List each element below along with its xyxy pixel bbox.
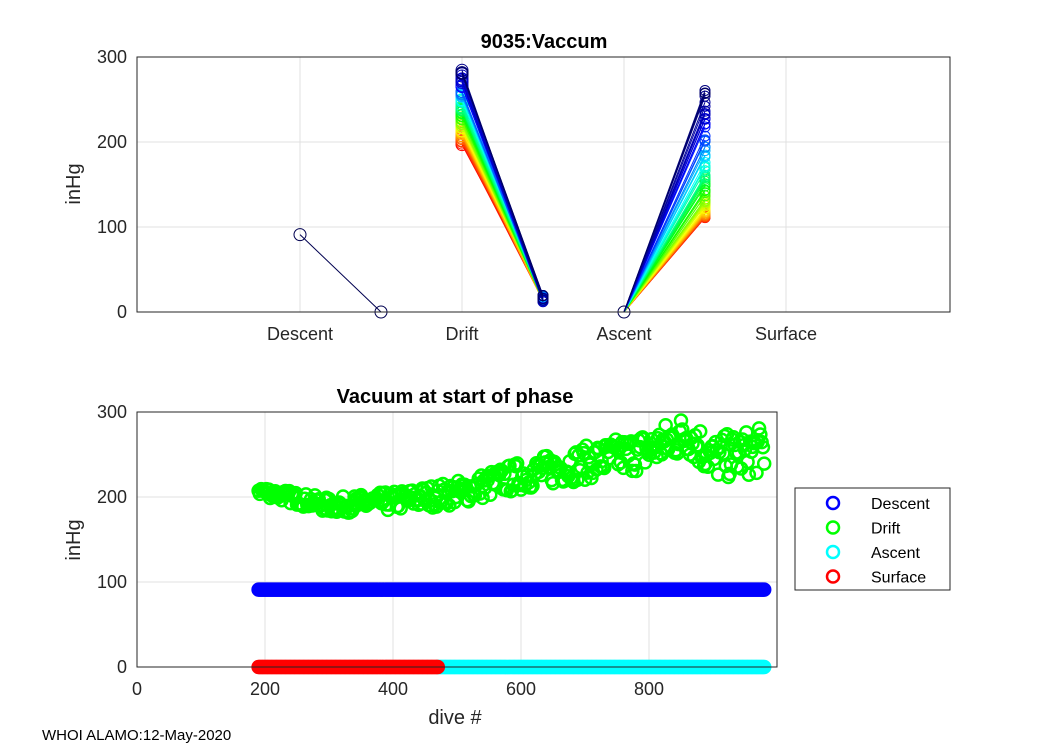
- legend-label-descent: Descent: [871, 496, 930, 513]
- top-x-tick-label: Ascent: [596, 324, 651, 344]
- descent-start-marker: [293, 228, 307, 242]
- drift-line: [461, 80, 544, 302]
- top-x-tick-label: Surface: [755, 324, 817, 344]
- drift-point: [673, 413, 689, 428]
- drift-end-marker: [537, 292, 549, 304]
- top-y-axis-label: inHg: [63, 163, 85, 204]
- legend: Descent Drift Ascent Surface: [794, 487, 951, 591]
- bottom-y-tick-label: 200: [97, 487, 127, 507]
- bottom-x-tick-label: 0: [132, 679, 142, 699]
- drift-point: [741, 467, 757, 482]
- ascent-end-marker: [699, 105, 711, 117]
- ascent-line: [623, 93, 706, 313]
- legend-marker-surface: [825, 569, 841, 584]
- bottom-x-axis-label: dive #: [428, 707, 482, 729]
- legend-label-ascent: Ascent: [871, 545, 920, 562]
- top-x-tick-label: Descent: [267, 324, 333, 344]
- ascent-end-marker: [699, 108, 711, 120]
- bottom-ticks: 0 200 400 600 800 0 100 200 300: [97, 402, 778, 699]
- top-axes-box: [136, 56, 951, 313]
- top-x-tick-label: Drift: [446, 324, 479, 344]
- bottom-x-tick-label: 600: [506, 679, 536, 699]
- footer-text: WHOI ALAMO:12-May-2020: [42, 727, 232, 744]
- bottom-y-tick-label: 100: [97, 572, 127, 592]
- vacuum-start-phase-chart: 0 200 400 600 800 0 100 200 300 Vacuum at start …: [63, 386, 951, 729]
- legend-box: [794, 487, 951, 591]
- legend-label-drift: Drift: [871, 521, 901, 538]
- drift-point: [722, 466, 737, 482]
- bottom-x-tick-label: 800: [634, 679, 664, 699]
- top-ticks: Descent Drift Ascent Surface 0 100 200 300: [97, 47, 951, 344]
- bottom-y-axis-label: inHg: [63, 519, 85, 560]
- legend-marker-drift: [825, 520, 841, 535]
- drift-point: [755, 440, 771, 455]
- drift-start-marker: [455, 66, 469, 80]
- drift-point: [749, 465, 764, 481]
- drift-point: [628, 463, 644, 479]
- bottom-y-tick-label: 300: [97, 402, 127, 422]
- descent-line: [299, 234, 382, 313]
- bottom-x-tick-label: 400: [378, 679, 408, 699]
- legend-marker-ascent: [825, 544, 841, 560]
- bottom-x-tick-label: 200: [250, 679, 280, 699]
- legend-label-surface: Surface: [871, 570, 926, 587]
- drift-line: [461, 72, 544, 296]
- drift-point: [570, 472, 585, 488]
- ascent-end-marker: [699, 84, 711, 96]
- ascent-end-marker: [699, 87, 711, 99]
- drift-point: [692, 424, 708, 439]
- top-chart-title: 9035:Vaccum: [481, 31, 608, 53]
- drift-point: [756, 456, 772, 471]
- ascent-end-marker: [699, 165, 711, 177]
- descent-point: [756, 582, 772, 597]
- top-y-tick-label: 300: [97, 47, 127, 67]
- bottom-chart-title: Vacuum at start of phase: [337, 386, 574, 408]
- bottom-axes-frame: [136, 411, 778, 668]
- top-series: [293, 63, 711, 319]
- legend-marker-descent: [825, 495, 841, 511]
- top-y-tick-label: 100: [97, 217, 127, 237]
- ascent-end-marker: [699, 149, 711, 161]
- drift-point: [509, 456, 525, 471]
- drift-end-marker: [537, 290, 549, 302]
- drift-line: [461, 133, 544, 302]
- top-y-tick-label: 200: [97, 132, 127, 152]
- drift-point: [751, 421, 767, 436]
- bottom-y-tick-label: 0: [117, 657, 127, 677]
- ascent-end-marker: [699, 185, 711, 197]
- ascent-line: [623, 135, 706, 313]
- top-axes-frame: [136, 56, 951, 313]
- ascent-end-marker: [699, 134, 711, 146]
- top-y-tick-label: 0: [117, 302, 127, 322]
- phase-vacuum-chart: Descent Drift Ascent Surface 0 100 200 300 9035…: [63, 31, 951, 344]
